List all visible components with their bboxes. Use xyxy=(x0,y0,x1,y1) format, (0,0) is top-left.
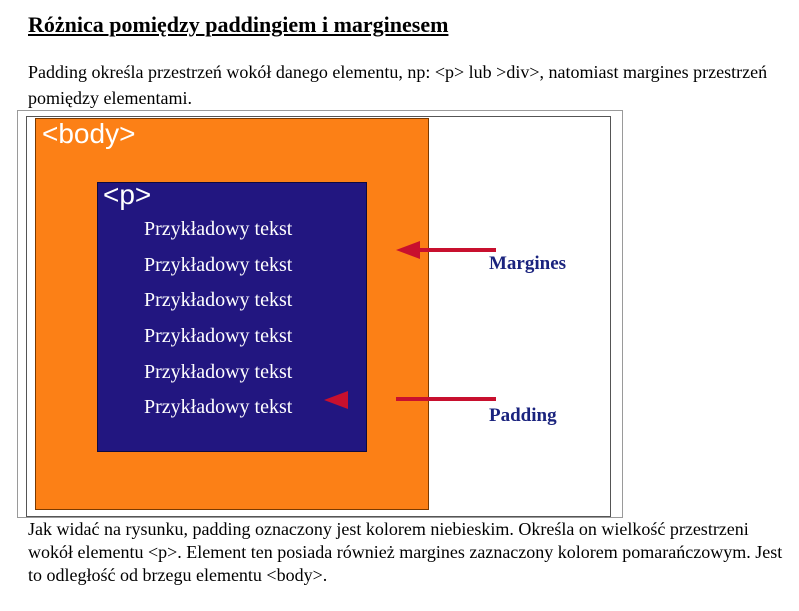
sample-text-line: Przykładowy tekst xyxy=(144,361,293,383)
page-title: Różnica pomiędzy paddingiem i marginesem xyxy=(28,12,449,37)
conclusion-paragraph: Jak widać na rysunku, padding oznaczony … xyxy=(28,519,783,585)
sample-text-line: Przykładowy tekst xyxy=(144,218,293,240)
margin-label: Margines xyxy=(489,253,567,274)
sample-text-line: Przykładowy tekst xyxy=(144,289,293,311)
padding-label: Padding xyxy=(489,405,557,426)
sample-text-line: Przykładowy tekst xyxy=(144,325,293,347)
sample-text-line: Przykładowy tekst xyxy=(144,396,293,418)
margin-arrow-icon xyxy=(396,241,496,259)
p-tag-label: <p> xyxy=(103,179,152,210)
arrows-layer xyxy=(396,241,496,401)
body-tag-label: <body> xyxy=(42,118,136,149)
sample-text-line: Przykładowy tekst xyxy=(144,254,293,276)
p-element-box xyxy=(97,182,367,452)
padding-arrowhead-icon xyxy=(324,391,348,409)
intro-paragraph: Padding określa przestrzeń wokół danego … xyxy=(28,62,768,108)
